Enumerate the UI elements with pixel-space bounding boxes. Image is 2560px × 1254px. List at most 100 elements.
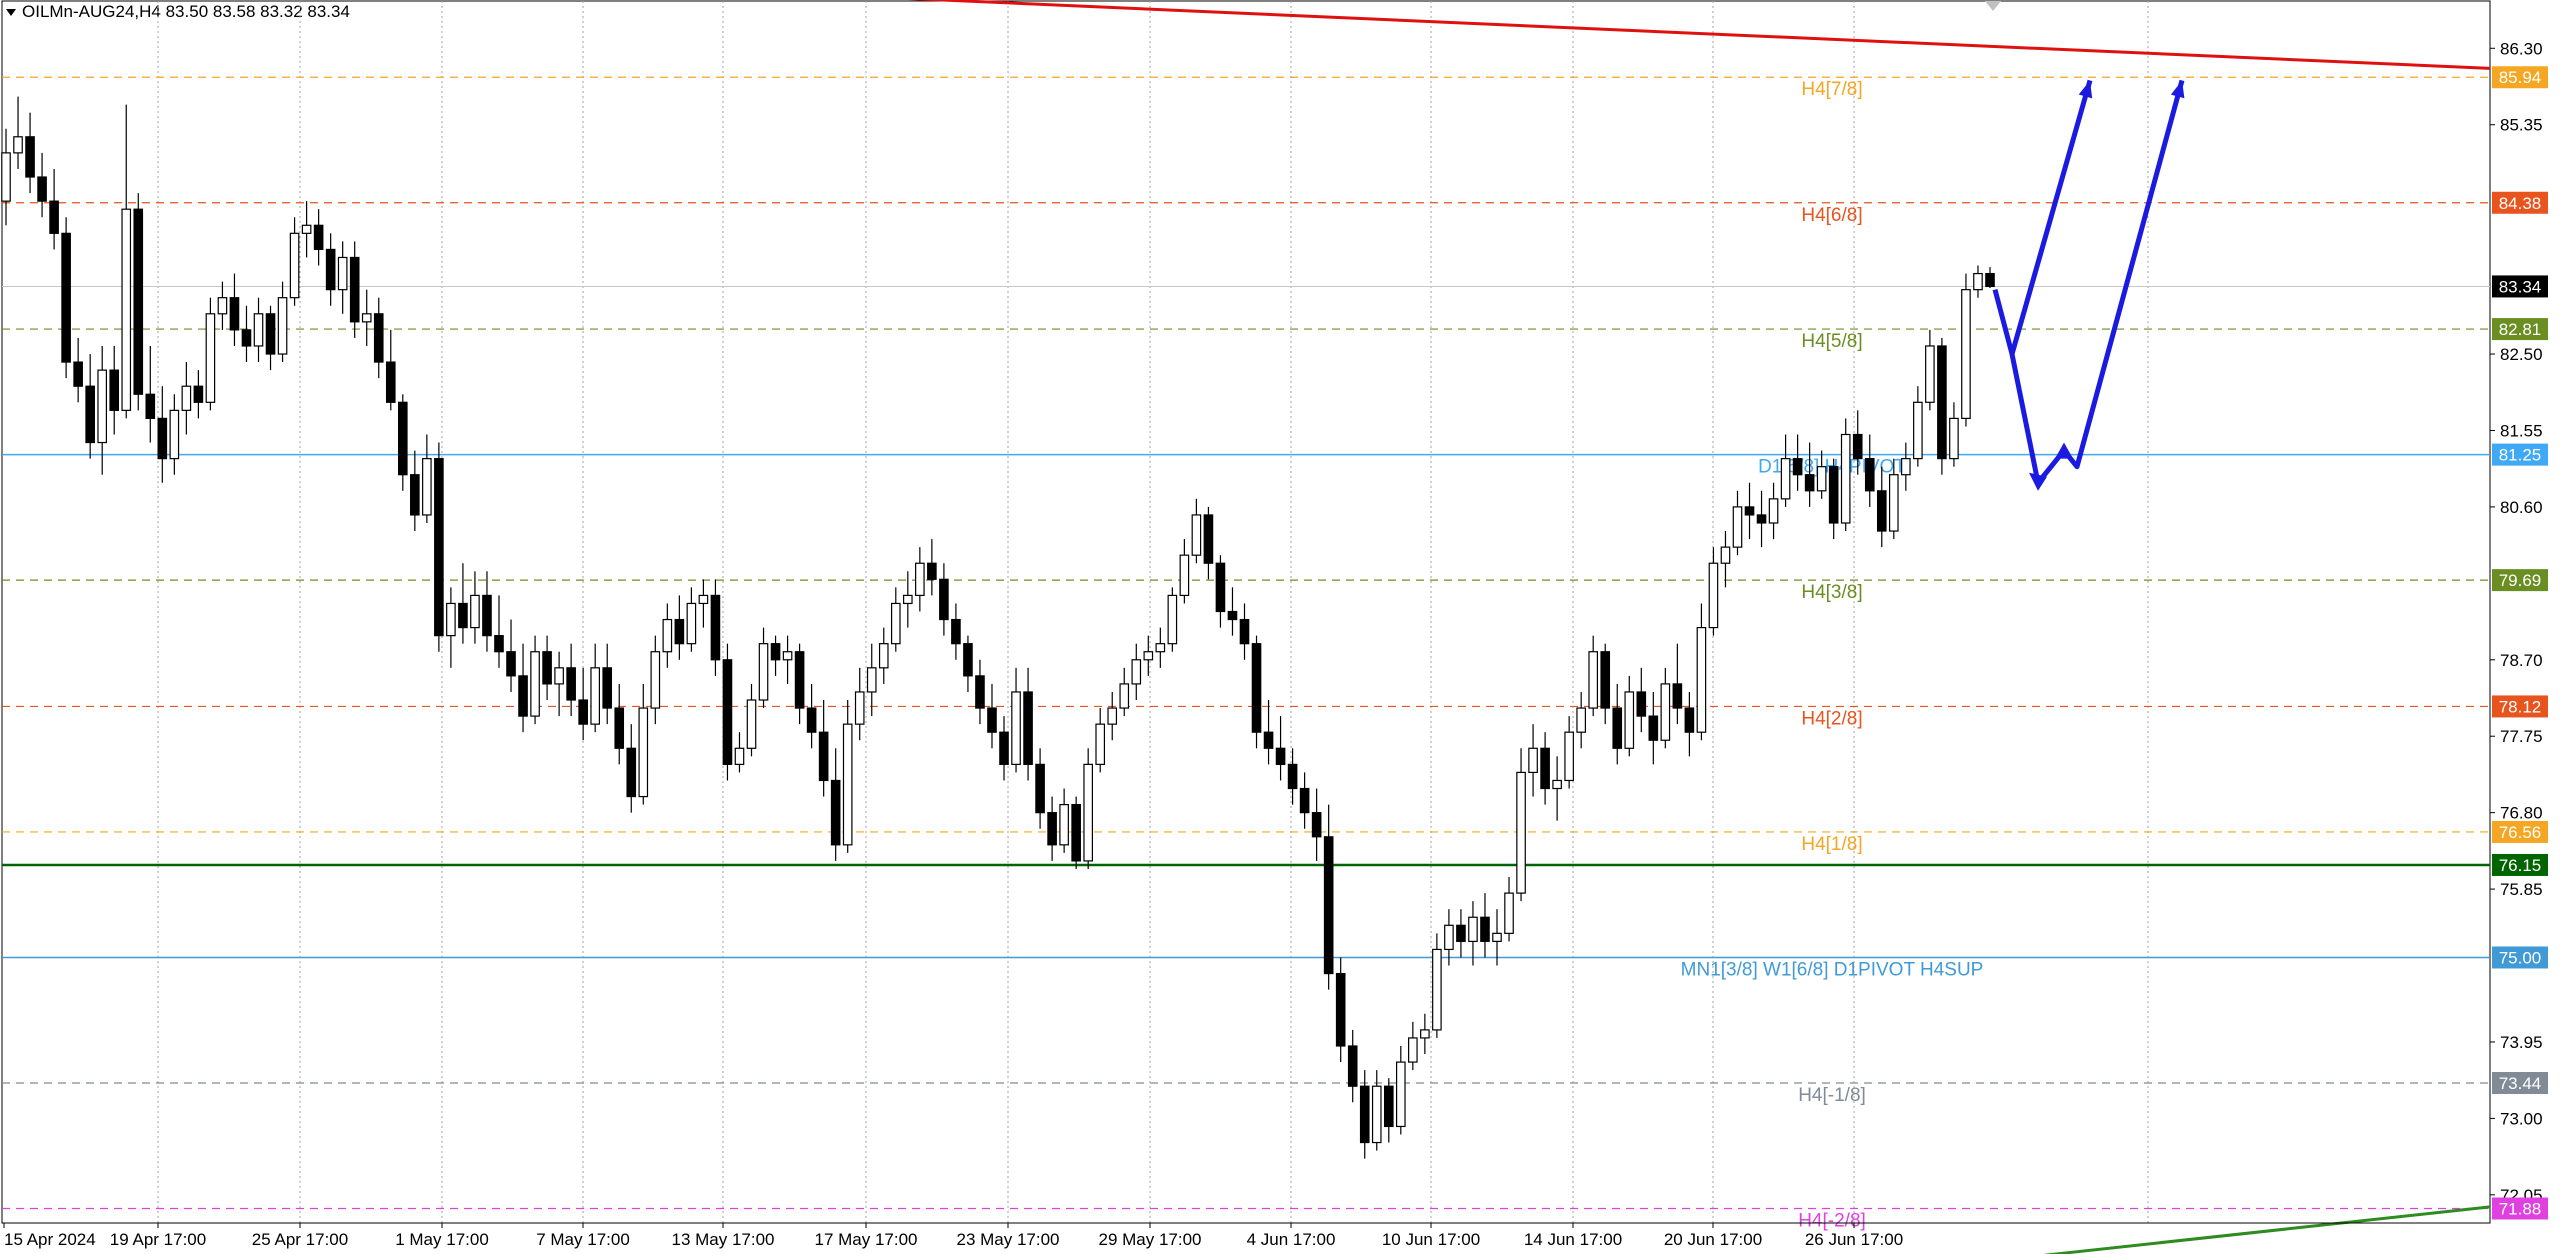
candle-body	[1347, 1045, 1358, 1087]
candle-body	[686, 602, 697, 645]
level-name-label: H4[5/8]	[1801, 331, 1862, 352]
candle	[1071, 796, 1081, 869]
candle	[1516, 748, 1526, 902]
candle	[1371, 1070, 1382, 1151]
level-name-label: H4[-1/8]	[1798, 1085, 1866, 1106]
candle-body	[1275, 747, 1286, 765]
candle-body	[1648, 715, 1659, 741]
candle-body	[1191, 514, 1202, 556]
candle	[169, 394, 180, 475]
candle	[349, 241, 360, 338]
candle	[289, 217, 300, 306]
candle-body	[734, 747, 745, 765]
candle	[1059, 788, 1069, 853]
candle-body	[1732, 506, 1743, 548]
candle	[987, 683, 997, 749]
candle-body	[506, 651, 516, 677]
candle-body	[1937, 345, 1947, 460]
candle	[1937, 337, 1947, 475]
candle	[1, 128, 11, 226]
candle-body	[1119, 683, 1130, 709]
candles	[1, 96, 1995, 1159]
candle	[758, 627, 769, 709]
candle	[361, 289, 372, 346]
candle	[133, 193, 144, 411]
candle-body	[1432, 948, 1442, 1031]
candle-body	[1408, 1037, 1418, 1063]
candle-body	[1179, 554, 1190, 597]
price-tag-label: 75.00	[2499, 948, 2542, 967]
candle-body	[915, 562, 925, 597]
menu-triangle-icon[interactable]	[6, 9, 16, 17]
candle-body	[97, 369, 108, 444]
candle	[1864, 434, 1875, 507]
candle	[1744, 482, 1755, 540]
candle	[1684, 691, 1695, 757]
candle	[530, 635, 540, 725]
candle	[1876, 466, 1887, 548]
candle-body	[1552, 779, 1562, 790]
price-tag	[2492, 695, 2548, 718]
candle	[710, 579, 721, 676]
candle	[578, 667, 588, 741]
candle-body	[470, 594, 480, 629]
candle	[1143, 635, 1154, 676]
candle	[999, 716, 1009, 781]
candle	[1227, 587, 1238, 636]
candle	[1275, 716, 1286, 781]
candle	[1792, 434, 1803, 491]
symbol-header: OILMn-AUG24,H4 83.50 83.58 83.32 83.34	[6, 2, 350, 22]
candle-body	[890, 602, 901, 645]
candle	[1335, 957, 1346, 1063]
candle	[25, 112, 35, 194]
candle-body	[1985, 272, 1995, 288]
candle	[1888, 458, 1899, 540]
candle-body	[662, 618, 673, 653]
y-tick-label: 86.30	[2500, 39, 2543, 58]
plot-frame	[1, 0, 2491, 1224]
candle-body	[1624, 691, 1635, 749]
candle-body	[1444, 924, 1454, 951]
level-name-label: H4[1/8]	[1801, 834, 1862, 855]
candle-body	[1516, 771, 1526, 894]
candle-body	[169, 409, 180, 460]
candle	[1432, 933, 1442, 1038]
candle	[446, 587, 456, 668]
candle-body	[1961, 289, 1971, 419]
candle	[650, 635, 661, 725]
candle	[1131, 643, 1142, 701]
candle-body	[1492, 932, 1502, 942]
chart-shift-icon	[1985, 1, 2001, 11]
candle	[1468, 901, 1478, 966]
price-tag-label: 71.88	[2499, 1200, 2542, 1219]
candle	[265, 305, 276, 371]
candle-body	[542, 651, 552, 685]
candle	[1768, 482, 1779, 540]
price-tag-label: 84.38	[2499, 194, 2542, 213]
candle	[1852, 410, 1863, 475]
y-tick-label: 75.85	[2500, 880, 2543, 899]
candle	[927, 539, 937, 596]
candle-body	[1720, 546, 1731, 564]
candle	[915, 547, 925, 612]
candle	[181, 362, 192, 435]
candle	[470, 571, 480, 644]
candle-body	[1095, 723, 1106, 765]
candle-body	[1023, 691, 1033, 765]
price-tag-label: 85.94	[2499, 68, 2542, 87]
candle-body	[301, 224, 312, 234]
candle-body	[241, 329, 252, 347]
candle-body	[770, 643, 781, 661]
candle-body	[61, 232, 71, 363]
candle	[313, 209, 324, 266]
candle-body	[951, 618, 961, 645]
arrowhead-icon	[2029, 472, 2047, 491]
x-tick-label: 19 Apr 17:00	[110, 1230, 206, 1249]
candle-body	[1383, 1085, 1394, 1128]
y-tick-label: 80.60	[2500, 498, 2543, 517]
candle	[301, 201, 312, 258]
x-tick-label: 4 Jun 17:00	[1247, 1230, 1336, 1249]
candle-body	[73, 361, 83, 387]
candle-body	[121, 208, 132, 411]
